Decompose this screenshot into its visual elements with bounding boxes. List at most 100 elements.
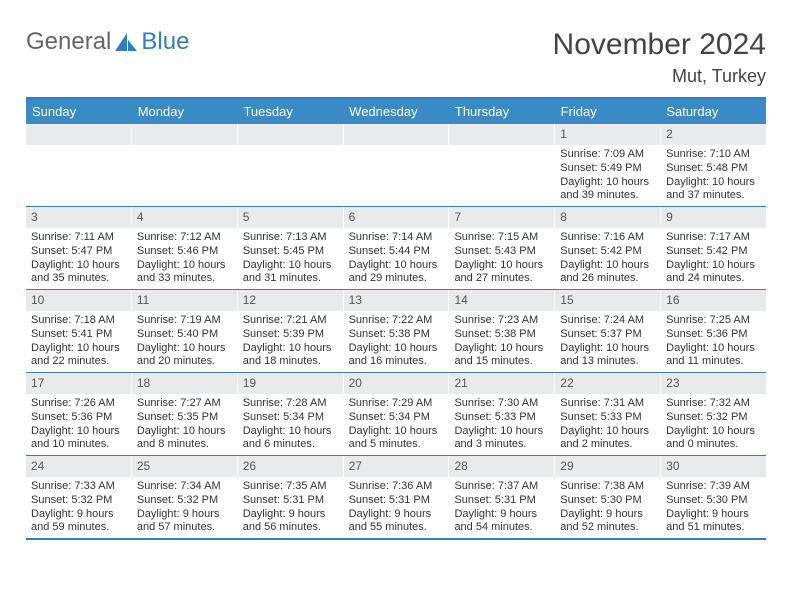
daylight-text: Daylight: 10 hours and 3 minutes. [454, 425, 549, 453]
day-cell [448, 124, 554, 206]
day-cell: 24Sunrise: 7:33 AMSunset: 5:32 PMDayligh… [26, 456, 131, 538]
sunset-text: Sunset: 5:42 PM [560, 245, 655, 259]
daylight-text: Daylight: 10 hours and 18 minutes. [243, 342, 338, 370]
day-number: 15 [555, 290, 660, 311]
day-number: 10 [26, 290, 131, 311]
sunrise-text: Sunrise: 7:26 AM [31, 397, 126, 411]
sunset-text: Sunset: 5:43 PM [454, 245, 549, 259]
day-details [132, 145, 237, 151]
day-details: Sunrise: 7:22 AMSunset: 5:38 PMDaylight:… [344, 311, 449, 372]
day-number: 16 [661, 290, 766, 311]
sunrise-text: Sunrise: 7:19 AM [137, 314, 232, 328]
sunrise-text: Sunrise: 7:33 AM [31, 480, 126, 494]
day-cell: 6Sunrise: 7:14 AMSunset: 5:44 PMDaylight… [343, 207, 449, 289]
sunset-text: Sunset: 5:33 PM [560, 411, 655, 425]
sunset-text: Sunset: 5:42 PM [666, 245, 761, 259]
day-details: Sunrise: 7:32 AMSunset: 5:32 PMDaylight:… [661, 394, 766, 455]
sunrise-text: Sunrise: 7:38 AM [560, 480, 655, 494]
daylight-text: Daylight: 10 hours and 29 minutes. [349, 259, 444, 287]
day-number: 12 [238, 290, 343, 311]
sunset-text: Sunset: 5:47 PM [31, 245, 126, 259]
sunset-text: Sunset: 5:32 PM [31, 494, 126, 508]
daylight-text: Daylight: 10 hours and 16 minutes. [349, 342, 444, 370]
sunrise-text: Sunrise: 7:36 AM [349, 480, 444, 494]
weekday-header: Saturday [660, 99, 766, 124]
sunrise-text: Sunrise: 7:17 AM [666, 231, 761, 245]
day-number: 2 [661, 124, 766, 145]
sunrise-text: Sunrise: 7:23 AM [454, 314, 549, 328]
day-cell: 29Sunrise: 7:38 AMSunset: 5:30 PMDayligh… [554, 456, 660, 538]
day-details: Sunrise: 7:29 AMSunset: 5:34 PMDaylight:… [344, 394, 449, 455]
day-number: 26 [238, 456, 343, 477]
day-details [449, 145, 554, 151]
sunrise-text: Sunrise: 7:16 AM [560, 231, 655, 245]
daylight-text: Daylight: 10 hours and 15 minutes. [454, 342, 549, 370]
sunset-text: Sunset: 5:32 PM [666, 411, 761, 425]
day-number: 20 [344, 373, 449, 394]
daylight-text: Daylight: 10 hours and 27 minutes. [454, 259, 549, 287]
daylight-text: Daylight: 10 hours and 37 minutes. [666, 176, 761, 204]
day-cell: 16 Sunrise: 7:25 AMSunset: 5:36 PMDayligh… [660, 290, 766, 372]
sunrise-text: Sunrise: 7:31 AM [560, 397, 655, 411]
day-cell: 12Sunrise: 7:21 AMSunset: 5:39 PMDayligh… [237, 290, 343, 372]
day-number [238, 124, 343, 145]
location-label: Mut, Turkey [553, 66, 766, 87]
day-cell: 14Sunrise: 7:23 AMSunset: 5:38 PMDayligh… [448, 290, 554, 372]
day-details: Sunrise: 7:21 AMSunset: 5:39 PMDaylight:… [238, 311, 343, 372]
sunrise-text: Sunrise: 7:32 AM [666, 397, 761, 411]
daylight-text: Daylight: 10 hours and 33 minutes. [137, 259, 232, 287]
sunrise-text: Sunrise: 7:37 AM [454, 480, 549, 494]
sunset-text: Sunset: 5:30 PM [666, 494, 761, 508]
sunrise-text: Sunrise: 7:13 AM [243, 231, 338, 245]
sunset-text: Sunset: 5:36 PM [666, 328, 761, 342]
day-details: Sunrise: 7:09 AMSunset: 5:49 PMDaylight:… [555, 145, 660, 206]
sunset-text: Sunset: 5:31 PM [454, 494, 549, 508]
day-number [26, 124, 131, 145]
sunset-text: Sunset: 5:32 PM [137, 494, 232, 508]
day-cell: 20Sunrise: 7:29 AMSunset: 5:34 PMDayligh… [343, 373, 449, 455]
sunrise-text: Sunrise: 7:21 AM [243, 314, 338, 328]
week-row: 1Sunrise: 7:09 AMSunset: 5:49 PMDaylight… [26, 124, 766, 206]
brand-sail-icon [113, 31, 139, 53]
day-number: 5 [238, 207, 343, 228]
sunset-text: Sunset: 5:37 PM [560, 328, 655, 342]
day-cell: 10Sunrise: 7:18 AMSunset: 5:41 PMDayligh… [26, 290, 131, 372]
daylight-text: Daylight: 10 hours and 0 minutes. [666, 425, 761, 453]
brand-text-2: Blue [141, 28, 189, 56]
weekday-header: Wednesday [343, 99, 449, 124]
day-number: 8 [555, 207, 660, 228]
day-cell: 28Sunrise: 7:37 AMSunset: 5:31 PMDayligh… [448, 456, 554, 538]
sunrise-text: Sunrise: 7:25 AM [666, 314, 761, 328]
day-number [344, 124, 449, 145]
sunset-text: Sunset: 5:30 PM [560, 494, 655, 508]
day-cell: 13Sunrise: 7:22 AMSunset: 5:38 PMDayligh… [343, 290, 449, 372]
day-cell: 22Sunrise: 7:31 AMSunset: 5:33 PMDayligh… [554, 373, 660, 455]
sunset-text: Sunset: 5:40 PM [137, 328, 232, 342]
weekday-header: Friday [555, 99, 661, 124]
day-details: Sunrise: 7:10 AMSunset: 5:48 PMDaylight:… [661, 145, 766, 206]
sunset-text: Sunset: 5:31 PM [243, 494, 338, 508]
calendar-inner: Sunday Monday Tuesday Wednesday Thursday… [26, 97, 766, 538]
day-cell: 21Sunrise: 7:30 AMSunset: 5:33 PMDayligh… [448, 373, 554, 455]
daylight-text: Daylight: 10 hours and 35 minutes. [31, 259, 126, 287]
day-number: 9 [661, 207, 766, 228]
daylight-text: Daylight: 10 hours and 6 minutes. [243, 425, 338, 453]
day-details: Sunrise: 7:28 AMSunset: 5:34 PMDaylight:… [238, 394, 343, 455]
day-details: Sunrise: 7:30 AMSunset: 5:33 PMDaylight:… [449, 394, 554, 455]
day-number: 28 [449, 456, 554, 477]
daylight-text: Daylight: 10 hours and 11 minutes. [666, 342, 761, 370]
daylight-text: Daylight: 9 hours and 51 minutes. [666, 508, 761, 536]
day-details: Sunrise: 7:12 AMSunset: 5:46 PMDaylight:… [132, 228, 237, 289]
day-number: 30 [661, 456, 766, 477]
day-number: 13 [344, 290, 449, 311]
sunrise-text: Sunrise: 7:18 AM [31, 314, 126, 328]
day-details: Sunrise: 7:18 AMSunset: 5:41 PMDaylight:… [26, 311, 131, 372]
sunset-text: Sunset: 5:38 PM [454, 328, 549, 342]
sunrise-text: Sunrise: 7:14 AM [349, 231, 444, 245]
day-details: Sunrise: 7:11 AMSunset: 5:47 PMDaylight:… [26, 228, 131, 289]
calendar: Sunday Monday Tuesday Wednesday Thursday… [26, 97, 766, 540]
day-cell: 26Sunrise: 7:35 AMSunset: 5:31 PMDayligh… [237, 456, 343, 538]
sunset-text: Sunset: 5:34 PM [349, 411, 444, 425]
day-details [344, 145, 449, 151]
day-cell: 30Sunrise: 7:39 AMSunset: 5:30 PMDayligh… [660, 456, 766, 538]
